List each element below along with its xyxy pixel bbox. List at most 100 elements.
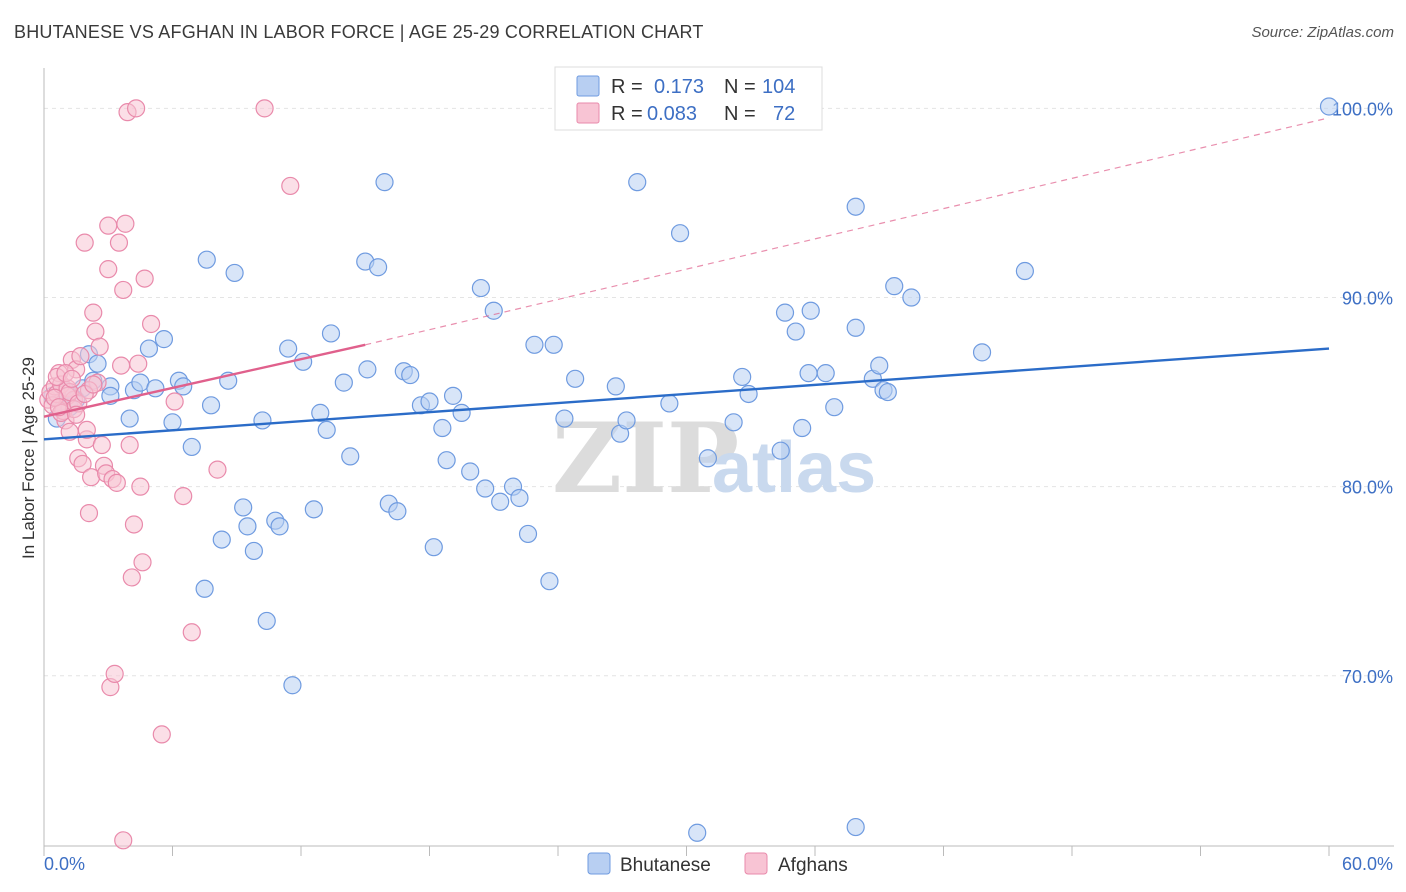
y-tick-label-1: 90.0%	[1342, 289, 1393, 309]
watermark-atlas: atlas	[712, 428, 876, 508]
point-bhutanese-102	[1319, 97, 1339, 116]
trend-line-bhutanese	[43, 347, 1330, 441]
point-bhutanese-85	[775, 303, 795, 322]
point-afghans-52	[174, 486, 193, 506]
point-bhutanese-67	[525, 335, 544, 354]
point-bhutanese-80	[724, 413, 743, 432]
legend-n-value-bhutanese: 104	[762, 76, 795, 98]
trend-line-afghans	[43, 343, 366, 418]
point-bhutanese-81	[733, 367, 752, 387]
bottom-legend-swatch-bhutanese	[587, 852, 611, 875]
point-afghans-41	[120, 435, 139, 455]
point-afghans-51	[165, 392, 184, 411]
point-afghans-44	[126, 99, 146, 118]
legend-n-label-bhutanese: N =	[724, 76, 756, 98]
correlation-legend: R = 0.173 N = 104 R = 0.083 N = 72	[554, 66, 823, 131]
legend-r-value-bhutanese: 0.173	[654, 76, 704, 98]
point-afghans-36	[111, 356, 131, 375]
point-afghans-29	[99, 216, 118, 235]
bottom-legend-label-afghans: Afghans	[778, 855, 848, 876]
point-bhutanese-63	[491, 492, 510, 511]
point-bhutanese-51	[401, 365, 420, 385]
point-bhutanese-37	[294, 352, 313, 371]
point-bhutanese-58	[452, 403, 471, 422]
trend-dashed-afghans	[365, 117, 1330, 346]
axes	[43, 68, 1394, 847]
point-afghans-26	[92, 435, 111, 455]
point-bhutanese-34	[270, 517, 289, 536]
point-bhutanese-15	[139, 339, 159, 358]
point-bhutanese-93	[846, 318, 865, 337]
point-afghans-20	[79, 504, 99, 523]
point-bhutanese-86	[786, 322, 805, 341]
point-bhutanese-57	[443, 386, 463, 405]
point-bhutanese-23	[197, 250, 216, 269]
point-bhutanese-101	[1015, 261, 1034, 281]
point-afghans-48	[135, 269, 154, 288]
point-bhutanese-72	[606, 377, 625, 396]
legend-r-label-bhutanese: R =	[611, 76, 643, 98]
y-tick-labels: 100.0% 90.0% 80.0% 70.0%	[1332, 99, 1393, 686]
legend-swatch-bhutanese	[576, 75, 600, 97]
bottom-legend-label-bhutanese: Bhutanese	[620, 855, 711, 876]
point-bhutanese-84	[771, 441, 790, 460]
trend-lines	[43, 117, 1330, 441]
point-afghans-43	[124, 515, 144, 534]
legend-r-value-afghans: 0.083	[647, 103, 697, 125]
point-afghans-16	[73, 454, 92, 474]
point-bhutanese-87	[793, 418, 812, 438]
point-afghans-37	[114, 831, 133, 850]
point-bhutanese-98	[885, 277, 904, 296]
point-bhutanese-76	[660, 394, 679, 413]
point-bhutanese-61	[476, 479, 495, 498]
point-bhutanese-91	[825, 398, 844, 417]
point-afghans-45	[129, 354, 148, 373]
y-axis-label: In Labor Force | Age 25-29	[19, 357, 38, 559]
point-afghans-34	[107, 473, 126, 492]
legend-n-label-afghans: N =	[724, 103, 756, 125]
point-bhutanese-92	[846, 197, 865, 216]
point-afghans-50	[152, 725, 171, 744]
point-bhutanese-59	[461, 462, 480, 481]
chart-source: Source: ZipAtlas.com	[1251, 24, 1394, 41]
point-bhutanese-78	[688, 823, 707, 842]
point-bhutanese-99	[902, 288, 921, 307]
point-bhutanese-60	[471, 278, 490, 298]
point-bhutanese-35	[279, 339, 298, 358]
point-afghans-39	[116, 214, 135, 233]
series-afghans-points	[39, 99, 300, 850]
point-afghans-22	[84, 303, 103, 322]
x-ticks	[43, 846, 1330, 856]
point-afghans-25	[90, 337, 109, 356]
point-bhutanese-53	[420, 392, 439, 411]
point-afghans-38	[114, 280, 133, 300]
point-afghans-42	[122, 568, 141, 587]
point-bhutanese-38	[304, 500, 323, 519]
point-bhutanese-69	[544, 335, 563, 354]
point-afghans-35	[109, 233, 129, 252]
point-bhutanese-95	[870, 356, 889, 375]
y-tick-label-3: 70.0%	[1342, 667, 1393, 687]
point-afghans-47	[133, 553, 152, 572]
series-legend: Bhutanese Afghans	[587, 852, 848, 876]
point-bhutanese-43	[341, 447, 360, 466]
point-bhutanese-42	[334, 373, 353, 392]
point-bhutanese-29	[238, 517, 257, 536]
y-tick-label-2: 80.0%	[1342, 478, 1393, 498]
point-bhutanese-18	[163, 413, 182, 432]
point-bhutanese-22	[195, 579, 214, 598]
point-bhutanese-65	[510, 488, 529, 508]
point-bhutanese-49	[388, 502, 407, 521]
point-bhutanese-79	[698, 449, 718, 468]
point-bhutanese-45	[358, 360, 377, 379]
point-afghans-49	[141, 314, 161, 334]
x-tick-label-min: 0.0%	[44, 854, 85, 874]
point-bhutanese-21	[182, 437, 201, 457]
point-bhutanese-54	[424, 538, 443, 557]
point-bhutanese-9	[88, 354, 107, 373]
point-bhutanese-47	[375, 173, 394, 192]
point-afghans-23	[86, 322, 105, 341]
x-tick-label-max: 60.0%	[1342, 854, 1393, 874]
legend-n-value-afghans: 72	[773, 103, 795, 125]
